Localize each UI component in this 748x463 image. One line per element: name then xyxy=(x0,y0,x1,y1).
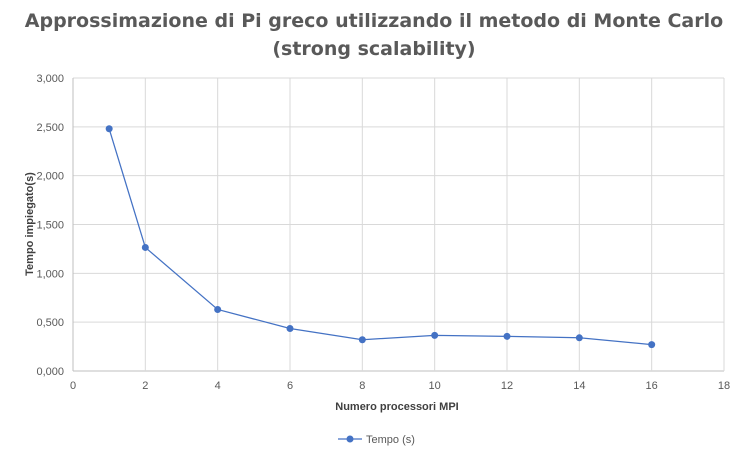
chart-title: Approssimazione di Pi greco utilizzando … xyxy=(24,10,724,32)
y-axis-title: Tempo impiegato(s) xyxy=(24,172,36,276)
x-tick-label: 18 xyxy=(718,380,730,392)
x-tick-label: 6 xyxy=(287,380,293,392)
data-series xyxy=(105,125,656,349)
data-point xyxy=(286,325,294,333)
x-tick-label: 4 xyxy=(215,380,221,392)
data-point xyxy=(214,305,222,313)
gridlines xyxy=(72,77,725,372)
y-tick-label: 0,500 xyxy=(36,317,64,329)
x-tick-label: 0 xyxy=(70,380,76,392)
data-point xyxy=(503,332,511,340)
x-axis-title: Numero processori MPI xyxy=(335,401,458,413)
y-tick-label: 1,000 xyxy=(36,268,64,280)
y-tick-label: 3,000 xyxy=(36,73,64,85)
y-tick-label: 0,000 xyxy=(36,366,64,378)
x-tick-label: 14 xyxy=(573,380,585,392)
x-tick-label: 12 xyxy=(501,380,513,392)
data-point xyxy=(358,336,366,344)
legend: Tempo (s) xyxy=(338,434,415,446)
x-tick-label: 10 xyxy=(429,380,441,392)
data-point xyxy=(105,125,113,133)
chart-subtitle: (strong scalability) xyxy=(272,38,476,60)
legend-dot-marker xyxy=(346,435,354,443)
x-tick-label: 2 xyxy=(142,380,148,392)
series-line xyxy=(108,128,652,346)
data-point xyxy=(648,341,656,349)
legend-label: Tempo (s) xyxy=(366,434,415,446)
x-tick-label: 16 xyxy=(646,380,658,392)
y-tick-label: 2,500 xyxy=(36,122,64,134)
data-point xyxy=(431,331,439,339)
y-tick-label: 1,500 xyxy=(36,220,64,232)
data-point xyxy=(141,243,149,251)
x-tick-label: 8 xyxy=(359,380,365,392)
y-tick-label: 2,000 xyxy=(36,171,64,183)
x-tick-labels: 0 2 4 6 8 10 12 14 16 18 xyxy=(70,380,730,392)
data-point xyxy=(575,334,583,342)
y-tick-labels: 0,000 0,500 1,000 1,500 2,000 2,500 3,000 xyxy=(36,73,64,378)
